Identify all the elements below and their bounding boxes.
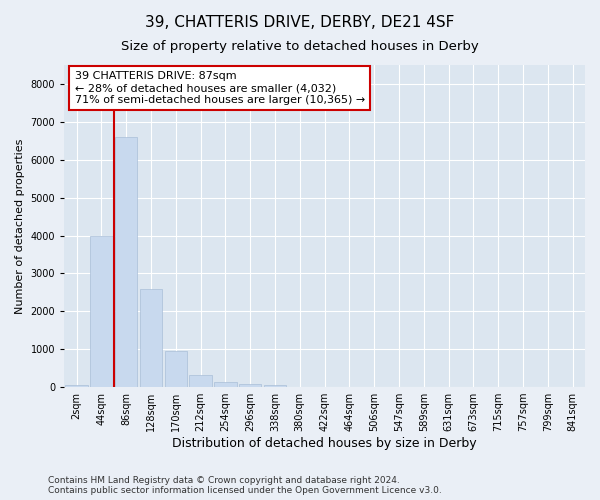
Bar	[90, 236, 113, 387]
Text: 39, CHATTERIS DRIVE, DERBY, DE21 4SF: 39, CHATTERIS DRIVE, DERBY, DE21 4SF	[145, 15, 455, 30]
Bar	[115, 137, 137, 387]
Bar	[65, 385, 88, 387]
Bar	[140, 288, 162, 387]
Y-axis label: Number of detached properties: Number of detached properties	[15, 138, 25, 314]
Bar	[214, 382, 236, 387]
Bar	[264, 385, 286, 387]
Text: Size of property relative to detached houses in Derby: Size of property relative to detached ho…	[121, 40, 479, 53]
Bar	[190, 374, 212, 387]
X-axis label: Distribution of detached houses by size in Derby: Distribution of detached houses by size …	[172, 437, 477, 450]
Bar	[164, 351, 187, 387]
Text: Contains HM Land Registry data © Crown copyright and database right 2024.
Contai: Contains HM Land Registry data © Crown c…	[48, 476, 442, 495]
Bar	[239, 384, 262, 387]
Text: 39 CHATTERIS DRIVE: 87sqm
← 28% of detached houses are smaller (4,032)
71% of se: 39 CHATTERIS DRIVE: 87sqm ← 28% of detac…	[74, 72, 365, 104]
